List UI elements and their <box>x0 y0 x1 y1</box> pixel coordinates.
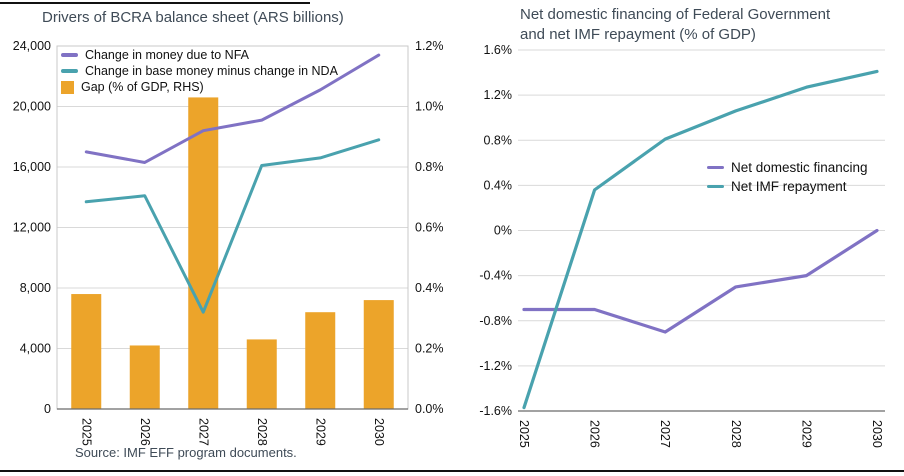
x-axis-tick-label: 2027 <box>658 420 672 448</box>
x-axis-tick-label: 2026 <box>138 418 152 446</box>
y-axis-tick-label-right: 0.2% <box>415 342 444 356</box>
series-line <box>522 228 879 334</box>
legend-line-swatch <box>707 184 724 189</box>
left-chart-title: Drivers of BCRA balance sheet (ARS billi… <box>42 9 344 26</box>
legend-label: Net IMF repayment <box>731 179 847 194</box>
y-axis-tick-label: 0% <box>494 224 512 238</box>
gap-bar <box>188 97 219 410</box>
legend-box-swatch <box>61 80 74 94</box>
y-axis-tick-label-left: 16,000 <box>13 160 51 174</box>
source-note: Source: IMF EFF program documents. <box>75 445 297 460</box>
x-axis-tick-label: 2030 <box>372 418 386 446</box>
x-axis-tick-label: 2030 <box>870 420 884 448</box>
legend-item: Net domestic financing <box>707 158 868 177</box>
y-axis-tick-label-right: 0.6% <box>415 221 444 235</box>
y-axis-tick-label-right: 0.0% <box>415 402 444 416</box>
x-axis-tick-label: 2028 <box>255 418 269 446</box>
right-chart-title: Net domestic financing of Federal Govern… <box>520 6 831 44</box>
series-line <box>84 53 381 164</box>
y-axis-tick-label: -1.2% <box>479 359 512 373</box>
y-axis-tick-label: 1.6% <box>484 43 513 57</box>
y-axis-tick-label-left: 12,000 <box>13 221 51 235</box>
y-axis-tick-label: -0.8% <box>479 314 512 328</box>
x-axis-tick-label: 2025 <box>79 418 93 446</box>
y-axis-tick-label-right: 1.0% <box>415 100 444 114</box>
gap-bar <box>246 339 277 409</box>
y-axis-tick-label-left: 0 <box>44 402 51 416</box>
x-axis-tick-label: 2029 <box>799 420 813 448</box>
x-axis-tick-label: 2026 <box>588 420 602 448</box>
right-chart-legend: Net domestic financing Net IMF repayment <box>707 158 868 196</box>
gap-bar <box>363 300 394 409</box>
y-axis-tick-label: 1.2% <box>484 88 513 102</box>
legend-label: Net domestic financing <box>731 160 868 175</box>
y-axis-tick-label: -1.6% <box>479 404 512 418</box>
y-axis-tick-label-left: 24,000 <box>13 39 51 53</box>
y-axis-tick-label-left: 4,000 <box>20 342 51 356</box>
y-axis-tick-label-right: 0.8% <box>415 160 444 174</box>
legend-label: Change in money due to NFA <box>85 48 249 62</box>
gap-bar <box>129 345 160 409</box>
y-axis-tick-label: -0.4% <box>479 269 512 283</box>
legend-line-swatch <box>61 53 78 57</box>
y-axis-tick-label-left: 8,000 <box>20 281 51 295</box>
legend-label: Change in base money minus change in NDA <box>85 64 338 78</box>
series-line <box>522 69 879 410</box>
y-axis-tick-label-right: 0.4% <box>415 281 444 295</box>
y-axis-tick-label: 0.4% <box>484 178 513 192</box>
legend-label: Gap (% of GDP, RHS) <box>81 80 204 94</box>
top-border-line <box>0 2 310 4</box>
legend-line-swatch <box>61 69 78 73</box>
legend-line-swatch <box>707 165 724 170</box>
x-axis-tick-label: 2027 <box>196 418 210 446</box>
gap-bar <box>71 294 102 409</box>
bottom-border-line <box>0 470 904 472</box>
x-axis-tick-label: 2025 <box>517 420 531 448</box>
legend-item: Change in base money minus change in NDA <box>61 63 338 79</box>
y-axis-tick-label: 0.8% <box>484 133 513 147</box>
series-line <box>84 138 381 314</box>
y-axis-tick-label-left: 20,000 <box>13 100 51 114</box>
left-chart-legend: Change in money due to NFA Change in bas… <box>61 47 338 95</box>
x-axis-tick-label: 2028 <box>729 420 743 448</box>
gap-bar <box>305 312 336 409</box>
legend-item: Net IMF repayment <box>707 177 868 196</box>
x-axis-tick-label: 2029 <box>313 418 327 446</box>
legend-item: Change in money due to NFA <box>61 47 338 63</box>
legend-item: Gap (% of GDP, RHS) <box>61 79 338 95</box>
y-axis-tick-label-right: 1.2% <box>415 39 444 53</box>
